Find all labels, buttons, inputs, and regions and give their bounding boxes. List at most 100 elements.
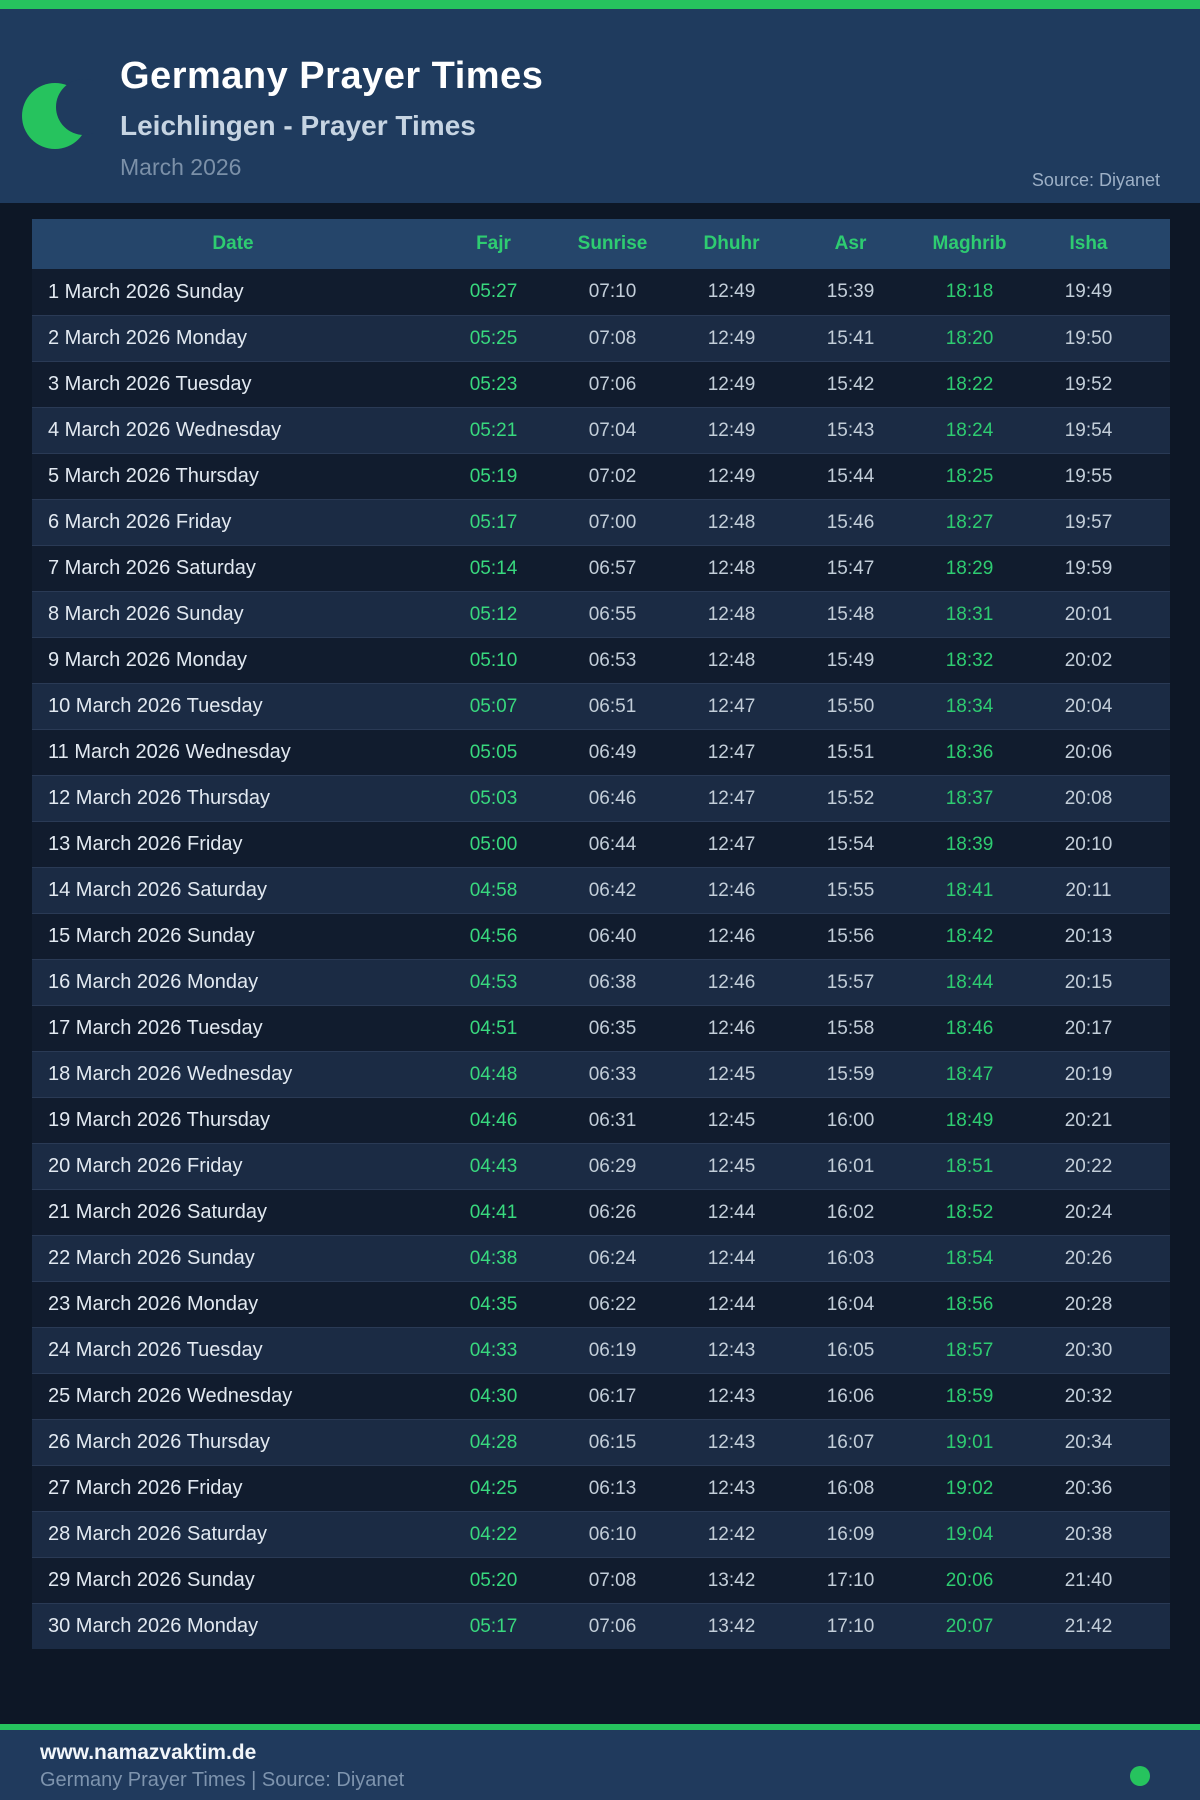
date-cell: 21 March 2026 Saturday [48,1201,268,1223]
asr-cell: 16:08 [826,1477,875,1499]
asr-cell: 16:00 [826,1109,875,1131]
asr-cell: 15:51 [826,741,875,763]
sunrise-cell: 06:26 [588,1201,637,1223]
maghrib-cell: 18:24 [945,419,994,441]
isha-cell: 19:54 [1064,419,1113,441]
table-row: 15 March 2026 Sunday 04:56 06:40 12:46 15:56… [32,913,1170,959]
sunrise-cell: 07:08 [588,327,637,349]
date-cell: 15 March 2026 Sunday [48,925,255,947]
date-cell: 24 March 2026 Tuesday [48,1339,263,1361]
table-row: 6 March 2026 Friday 05:17 07:00 12:48 15:46 1… [32,499,1170,545]
table-row: 24 March 2026 Tuesday 04:33 06:19 12:43 16:0… [32,1327,1170,1373]
table-row: 13 March 2026 Friday 05:00 06:44 12:47 15:54… [32,821,1170,867]
sunrise-cell: 06:31 [588,1109,637,1131]
date-cell: 5 March 2026 Thursday [48,465,259,487]
maghrib-cell: 18:44 [945,971,994,993]
dhuhr-cell: 12:45 [707,1155,756,1177]
isha-cell: 19:50 [1064,327,1113,349]
isha-cell: 20:08 [1064,787,1113,809]
fajr-cell: 04:58 [469,879,518,901]
isha-cell: 20:21 [1064,1109,1113,1131]
date-cell: 10 March 2026 Tuesday [48,695,263,717]
fajr-cell: 05:27 [469,281,518,302]
prayer-times-table: Date Fajr Sunrise Dhuhr Asr Maghrib Isha 1 Mar… [32,219,1170,1649]
maghrib-cell: 18:34 [945,695,994,717]
site-url-link[interactable]: www.namazvaktim.de [40,1741,257,1764]
column-header-dhuhr: Dhuhr [703,233,760,254]
table-body: 1 March 2026 Sunday 05:27 07:10 12:49 15:39 1… [32,269,1170,1649]
dhuhr-cell: 12:43 [707,1477,756,1499]
dhuhr-cell: 12:49 [707,281,756,302]
fajr-cell: 04:38 [469,1247,518,1269]
isha-cell: 20:32 [1064,1385,1113,1407]
fajr-cell: 05:03 [469,787,518,809]
status-dot-icon [1130,1766,1150,1786]
fajr-cell: 05:05 [469,741,518,763]
date-cell: 1 March 2026 Sunday [48,280,244,303]
asr-cell: 17:10 [826,1569,875,1591]
date-cell: 17 March 2026 Tuesday [48,1017,263,1039]
date-cell: 22 March 2026 Sunday [48,1247,255,1269]
maghrib-cell: 20:07 [945,1615,994,1637]
fajr-cell: 05:20 [469,1569,518,1591]
maghrib-cell: 18:41 [945,879,994,901]
dhuhr-cell: 13:42 [707,1569,756,1591]
isha-cell: 21:40 [1064,1569,1113,1591]
dhuhr-cell: 12:45 [707,1063,756,1085]
date-cell: 16 March 2026 Monday [48,971,259,993]
asr-cell: 15:42 [826,373,875,395]
sunrise-cell: 06:29 [588,1155,637,1177]
asr-cell: 15:46 [826,511,875,533]
maghrib-cell: 18:56 [945,1293,994,1315]
table-row: 1 March 2026 Sunday 05:27 07:10 12:49 15:39 1… [32,269,1170,315]
asr-cell: 15:50 [826,695,875,717]
sunrise-cell: 06:44 [588,833,637,855]
isha-cell: 20:11 [1065,879,1112,901]
source-label: Source: Diyanet [1031,170,1160,190]
isha-cell: 20:06 [1064,741,1113,763]
maghrib-cell: 19:02 [945,1477,994,1499]
fajr-cell: 04:51 [469,1017,518,1039]
dhuhr-cell: 12:48 [707,511,756,533]
date-cell: 19 March 2026 Thursday [48,1109,270,1131]
asr-cell: 15:59 [826,1063,875,1085]
date-cell: 12 March 2026 Thursday [48,787,270,809]
column-header-fajr: Fajr [476,233,511,254]
page-subtitle: Leichlingen - Prayer Times [120,110,476,141]
dhuhr-cell: 12:43 [707,1339,756,1361]
date-cell: 25 March 2026 Wednesday [48,1385,293,1407]
maghrib-cell: 18:49 [945,1109,994,1131]
date-cell: 14 March 2026 Saturday [48,879,268,901]
table-row: 20 March 2026 Friday 04:43 06:29 12:45 16:01… [32,1143,1170,1189]
dhuhr-cell: 12:48 [707,603,756,625]
table-row: 7 March 2026 Saturday 05:14 06:57 12:48 15:4… [32,545,1170,591]
table-row: 17 March 2026 Tuesday 04:51 06:35 12:46 15:5… [32,1005,1170,1051]
table-row: 3 March 2026 Tuesday 05:23 07:06 12:49 15:42… [32,361,1170,407]
month-label: March 2026 [120,154,242,180]
column-header-date: Date [212,233,254,254]
isha-cell: 20:19 [1064,1063,1113,1085]
dhuhr-cell: 12:42 [707,1523,756,1545]
dhuhr-cell: 12:49 [707,419,756,441]
top-accent-bar [0,0,1200,9]
dhuhr-cell: 12:44 [707,1293,756,1315]
maghrib-cell: 18:29 [945,557,994,579]
table-row: 25 March 2026 Wednesday 04:30 06:17 12:43 16… [32,1373,1170,1419]
sunrise-cell: 07:00 [588,511,637,533]
fajr-cell: 04:30 [469,1385,518,1407]
dhuhr-cell: 12:48 [707,649,756,671]
page-footer: www.namazvaktim.de Germany Prayer Times … [0,1730,1200,1800]
dhuhr-cell: 12:47 [707,787,756,809]
table-row: 18 March 2026 Wednesday 04:48 06:33 12:45 15… [32,1051,1170,1097]
asr-cell: 15:56 [826,925,875,947]
fajr-cell: 05:14 [469,557,518,579]
dhuhr-cell: 12:49 [707,465,756,487]
dhuhr-cell: 12:45 [707,1109,756,1131]
asr-cell: 16:01 [826,1155,875,1177]
asr-cell: 16:03 [826,1247,875,1269]
fajr-cell: 04:22 [469,1523,518,1545]
maghrib-cell: 18:25 [945,465,994,487]
fajr-cell: 04:25 [469,1477,518,1499]
date-cell: 9 March 2026 Monday [48,649,248,671]
dhuhr-cell: 12:43 [707,1431,756,1453]
